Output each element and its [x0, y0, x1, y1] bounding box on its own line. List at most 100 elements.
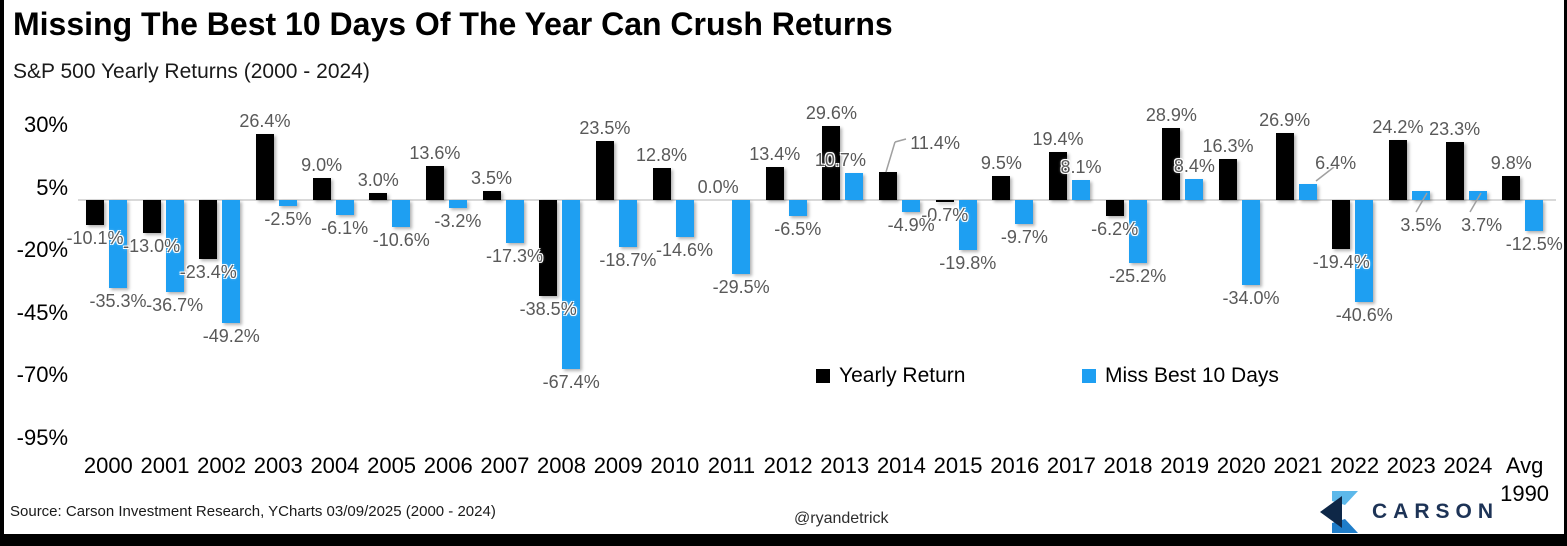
right-border [1564, 0, 1567, 546]
bar-miss-best-10-days-2017 [1072, 179, 1091, 200]
x-axis-label-2008: 2008 [537, 453, 586, 478]
x-axis-label-2023: 2023 [1386, 453, 1436, 478]
bar-miss-best-10-days-2015 [958, 200, 977, 250]
data-label: -9.7% [1000, 227, 1048, 248]
chart-title: Missing The Best 10 Days Of The Year Can… [13, 6, 893, 42]
data-label: 13.4% [749, 143, 801, 164]
data-label: -10.6% [372, 229, 430, 250]
data-label: 16.3% [1202, 136, 1254, 157]
bar-yearly-return-2020 [1219, 159, 1237, 200]
bar-yearly-return-2010 [652, 168, 671, 200]
bar-miss-best-10-days-2024 [1468, 190, 1487, 200]
data-label: -36.7% [146, 294, 204, 315]
bar-miss-best-10-days-2013 [845, 173, 864, 200]
x-axis-label-2015: 2015 [933, 453, 983, 478]
data-label: 3.5% [1400, 215, 1442, 236]
bar-miss-best-10-days-2001 [165, 200, 184, 292]
data-label: -10.1% [66, 228, 124, 249]
data-label: 23.5% [579, 118, 631, 139]
bar-miss-best-10-days-2022 [1355, 200, 1374, 302]
x-axis-label-2016: 2016 [990, 453, 1040, 478]
bar-yearly-return-2016 [992, 176, 1011, 200]
x-axis-label-avg: Avg [1505, 453, 1544, 478]
bar-miss-best-10-days-2018 [1128, 200, 1147, 263]
x-axis-label-2006: 2006 [423, 453, 473, 478]
data-label: -49.2% [202, 326, 260, 346]
source-text: Source: Carson Investment Research, YCha… [10, 503, 496, 520]
bar-miss-best-10-days-2021 [1298, 184, 1317, 200]
data-label: -35.3% [89, 291, 147, 312]
y-axis-tick: 5% [36, 174, 68, 200]
carson-brand-text: CARSON [1372, 500, 1500, 523]
carson-logo-icon [1320, 491, 1358, 533]
data-label: -40.6% [1335, 304, 1393, 325]
bar-miss-best-10-days-2005 [392, 200, 411, 227]
chart-subtitle: S&P 500 Yearly Returns (2000 - 2024) [13, 60, 370, 83]
data-label: -13.0% [123, 235, 181, 256]
bar-yearly-return-2008 [539, 200, 558, 297]
x-axis-label-2001: 2001 [140, 453, 190, 478]
bar-yearly-return-2000 [86, 200, 104, 226]
carson-logo: CARSON [1318, 490, 1499, 534]
legend-item-yearly-return: Yearly Return [816, 364, 965, 388]
bar-miss-best-10-days-avg [1525, 200, 1544, 232]
data-label: -23.4% [179, 261, 237, 282]
x-axis-label-2024: 2024 [1443, 453, 1493, 478]
data-label: 10.7% [814, 150, 866, 171]
x-axis-label-2019: 2019 [1160, 453, 1210, 478]
x-axis-avg-sublabel: 1990 [1500, 481, 1550, 506]
bar-miss-best-10-days-2016 [1015, 200, 1034, 225]
data-label: 26.4% [239, 111, 291, 131]
bar-yearly-return-2022 [1332, 200, 1351, 249]
x-axis-label-2004: 2004 [310, 453, 360, 478]
x-axis-label-2013: 2013 [820, 453, 870, 478]
data-label: -6.5% [774, 219, 822, 240]
x-axis-label-2007: 2007 [480, 453, 530, 478]
data-label: -2.5% [264, 209, 312, 230]
bar-miss-best-10-days-2023 [1411, 191, 1430, 200]
y-axis-tick: -20% [16, 237, 68, 262]
zero-gridline [78, 199, 1556, 201]
bar-yearly-return-2001 [142, 200, 161, 233]
data-label: 13.6% [409, 143, 461, 163]
twitter-handle: @ryandetrick [794, 510, 889, 527]
data-label: 19.4% [1032, 128, 1084, 149]
data-label: 9.5% [980, 153, 1022, 174]
data-label: 28.9% [1145, 104, 1197, 125]
data-label: 3.7% [1461, 214, 1503, 235]
bar-miss-best-10-days-2009 [618, 200, 637, 247]
data-label: 9.8% [1490, 152, 1532, 173]
data-label: -6.1% [321, 218, 369, 239]
bar-yearly-return-2013 [822, 126, 841, 200]
y-axis-tick: -95% [16, 424, 68, 450]
bar-yearly-return-2003 [255, 134, 274, 200]
x-axis-label-2017: 2017 [1046, 453, 1096, 478]
bar-miss-best-10-days-2007 [505, 200, 524, 244]
data-label: 26.9% [1259, 109, 1311, 130]
legend-item-miss-best-10-days: Miss Best 10 Days [1082, 364, 1279, 388]
data-label: -6.2% [1091, 218, 1139, 239]
data-label: 6.4% [1315, 153, 1357, 173]
bar-yearly-return-2024 [1445, 141, 1464, 200]
data-label: -38.5% [519, 299, 577, 320]
x-axis-label-2003: 2003 [253, 453, 303, 478]
data-label: 23.3% [1429, 118, 1481, 139]
bar-yearly-return-2017 [1049, 151, 1068, 200]
bar-yearly-return-avg [1502, 175, 1521, 200]
y-axis-tick: -45% [16, 299, 68, 325]
chart-legend: Yearly Return Miss Best 10 Days [0, 364, 1567, 394]
data-label: -4.9% [887, 215, 935, 236]
x-axis-label-2002: 2002 [197, 453, 247, 478]
data-label: 0.0% [697, 177, 739, 197]
bar-yearly-return-2018 [1105, 200, 1124, 216]
data-label: -18.7% [599, 249, 657, 270]
data-label: 3.5% [471, 168, 513, 189]
data-label: 12.8% [635, 145, 688, 165]
bar-yearly-return-2021 [1275, 132, 1294, 200]
bar-miss-best-10-days-2020 [1242, 200, 1260, 285]
bar-yearly-return-2006 [425, 166, 444, 200]
data-label: 9.0% [301, 154, 343, 175]
data-label: -67.4% [542, 371, 600, 392]
